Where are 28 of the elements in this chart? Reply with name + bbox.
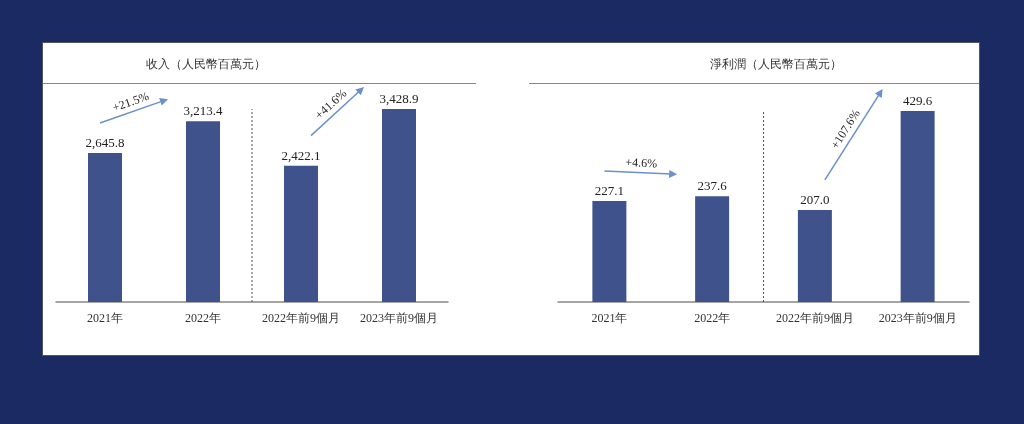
bar bbox=[900, 111, 935, 302]
data-label: 429.6 bbox=[903, 93, 933, 108]
x-tick-label: 2023年前9個月 bbox=[360, 311, 438, 325]
bar bbox=[186, 121, 220, 302]
annotation: +21.5% bbox=[110, 88, 151, 115]
bar bbox=[382, 109, 416, 302]
bar bbox=[88, 153, 122, 302]
data-label: 207.0 bbox=[800, 191, 830, 207]
annotation: +4.6% bbox=[625, 154, 658, 171]
data-label: 3,428.9 bbox=[379, 91, 419, 106]
x-tick-label: 2021年 bbox=[591, 311, 628, 325]
x-tick-label: 2023年前9個月 bbox=[878, 311, 957, 325]
bar bbox=[695, 196, 730, 302]
x-tick-label: 2021年 bbox=[87, 311, 123, 325]
bar bbox=[284, 165, 318, 302]
data-label: 2,422.1 bbox=[281, 147, 321, 163]
bar bbox=[592, 201, 627, 302]
chart-title: 淨利潤（人民幣百萬元） bbox=[710, 57, 842, 71]
x-tick-label: 2022年前9個月 bbox=[775, 311, 854, 325]
x-tick-label: 2022年 bbox=[694, 311, 731, 325]
bar bbox=[797, 209, 832, 302]
data-label: 227.1 bbox=[594, 183, 624, 199]
x-tick-label: 2022年 bbox=[185, 311, 221, 325]
chart-title: 收入（人民幣百萬元） bbox=[146, 57, 266, 71]
x-tick-label: 2022年前9個月 bbox=[262, 311, 340, 325]
data-label: 3,213.4 bbox=[183, 103, 223, 119]
data-label: 2,645.8 bbox=[85, 135, 125, 151]
data-label: 237.6 bbox=[697, 178, 728, 194]
